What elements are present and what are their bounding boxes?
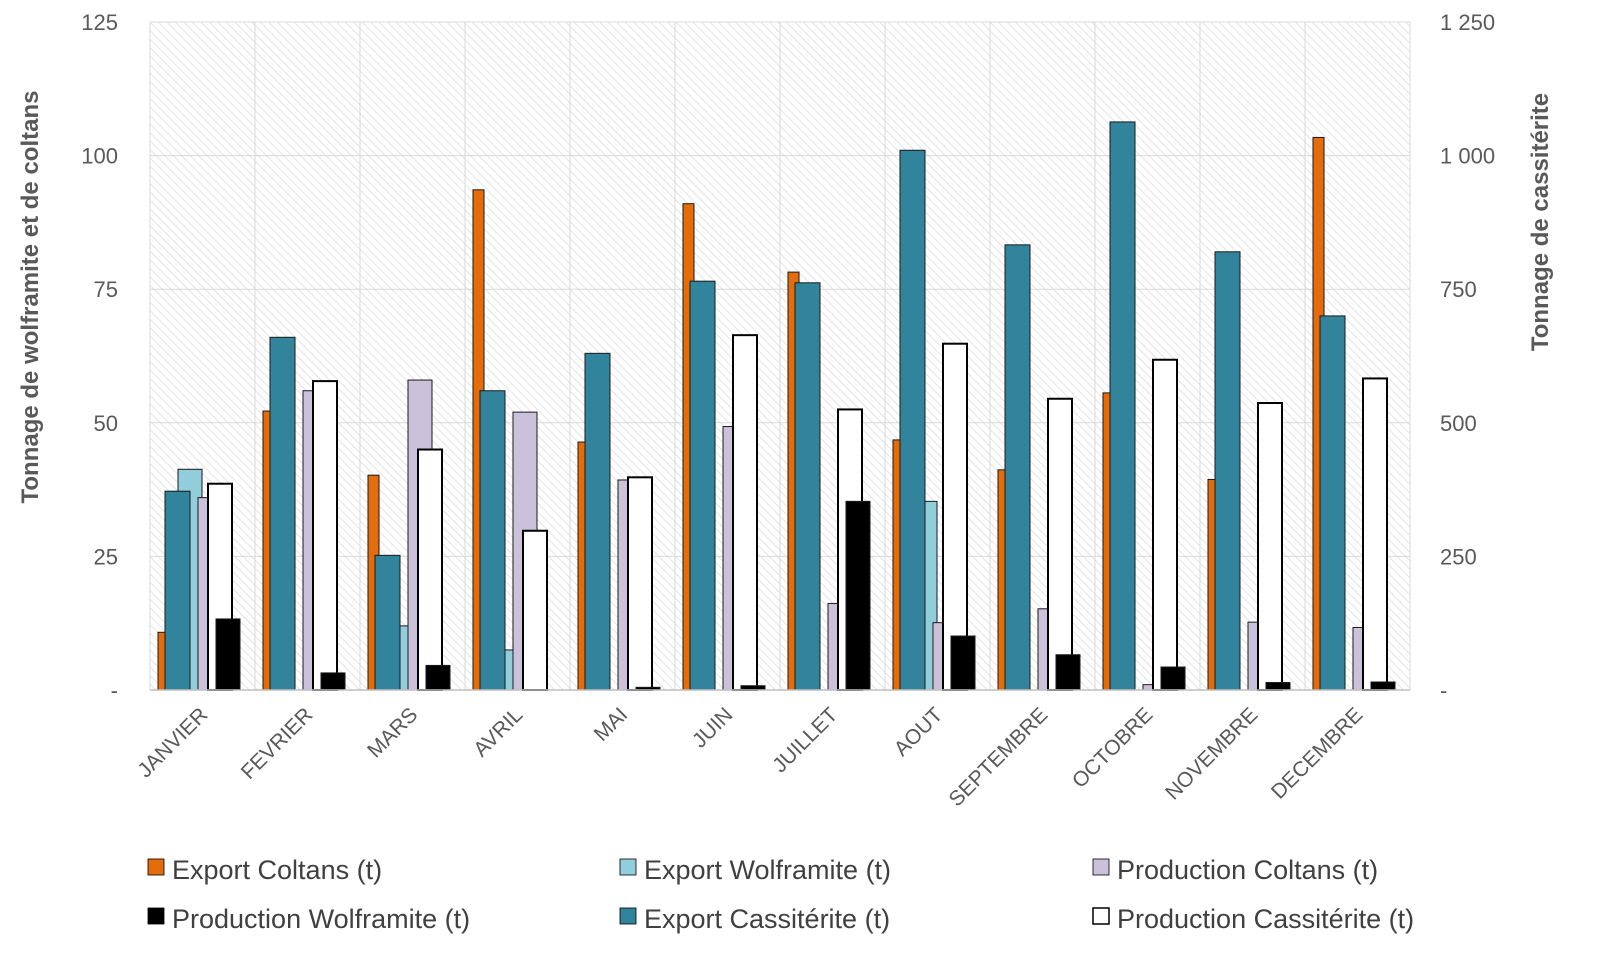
category-label: DECEMBRE [1267, 703, 1367, 803]
legend-swatch [147, 858, 165, 876]
category-label: OCTOBRE [1068, 703, 1157, 792]
legend-swatch [619, 907, 637, 925]
legend-swatch [1092, 907, 1110, 925]
bar-production-cassit-rite-t-decembre [1362, 377, 1388, 691]
bar-production-cassit-rite-t-septembre [1047, 397, 1073, 691]
y2-tick-label: 1 000 [1440, 144, 1495, 169]
bar-export-cassit-rite-t-mai [584, 352, 611, 691]
bar-production-wolframite-t-mars [425, 664, 451, 691]
category-label: FEVRIER [237, 703, 318, 784]
category-label: MAI [590, 703, 633, 746]
legend-label: Export Coltans (t) [172, 855, 382, 885]
category-label: SEPTEMBRE [944, 703, 1052, 811]
y2-tick-label: - [1440, 678, 1447, 703]
bar-production-cassit-rite-t-novembre [1257, 402, 1283, 691]
bar-production-cassit-rite-t-avril [522, 529, 548, 691]
bar-production-cassit-rite-t-mars [417, 448, 443, 691]
bar-export-cassit-rite-t-decembre [1319, 315, 1346, 691]
category-label: JUIN [688, 703, 737, 752]
bar-production-wolframite-t-aout [950, 635, 976, 691]
bar-export-cassit-rite-t-juillet [794, 282, 821, 691]
bar-production-wolframite-t-septembre [1055, 654, 1081, 691]
y-tick-label: 100 [81, 144, 118, 169]
category-label: AVRIL [469, 703, 527, 761]
y2-tick-label: 1 250 [1440, 10, 1495, 35]
bar-production-cassit-rite-t-mai [627, 476, 653, 691]
bar-production-cassit-rite-t-juin [732, 334, 758, 691]
legend-label: Production Cassitérite (t) [1117, 904, 1414, 934]
bar-production-cassit-rite-t-octobre [1152, 358, 1178, 691]
bar-export-cassit-rite-t-fevrier [269, 336, 296, 691]
bar-export-cassit-rite-t-septembre [1004, 244, 1031, 691]
bar-production-wolframite-t-fevrier [320, 672, 346, 691]
y2-axis-title: Tonnage de cassitérite [1527, 93, 1554, 351]
bar-production-wolframite-t-juillet [845, 500, 871, 691]
category-label: JANVIER [133, 703, 212, 782]
y-tick-label: - [111, 678, 118, 703]
bar-production-wolframite-t-octobre [1160, 666, 1186, 691]
legend-label: Export Cassitérite (t) [644, 904, 890, 934]
bar-export-cassit-rite-t-janvier [164, 490, 191, 691]
y-tick-label: 125 [81, 10, 118, 35]
bar-production-wolframite-t-decembre [1370, 681, 1396, 691]
y2-tick-label: 250 [1440, 544, 1477, 569]
bar-export-cassit-rite-t-juin [689, 280, 716, 691]
bar-export-cassit-rite-t-octobre [1109, 121, 1136, 691]
bar-export-cassit-rite-t-aout [899, 149, 926, 691]
gridlines [149, 21, 1411, 691]
bar-production-wolframite-t-novembre [1265, 682, 1291, 691]
legend-label: Production Wolframite (t) [172, 904, 470, 934]
legend-swatch [1092, 858, 1110, 876]
y-tick-label: 75 [94, 277, 118, 302]
y-axis-title: Tonnage de wolframite et de coltans [17, 91, 44, 504]
bar-production-wolframite-t-janvier [215, 618, 241, 691]
bar-export-cassit-rite-t-avril [479, 390, 506, 691]
legend-label: Export Wolframite (t) [644, 855, 891, 885]
category-label: JUILLET [768, 703, 842, 777]
category-label: NOVEMBRE [1161, 703, 1262, 804]
category-label: AOUT [890, 703, 948, 761]
y-tick-label: 50 [94, 411, 118, 436]
y2-tick-label: 500 [1440, 411, 1477, 436]
legend-swatch [619, 858, 637, 876]
bar-export-cassit-rite-t-mars [374, 554, 401, 691]
legend-label: Production Coltans (t) [1117, 855, 1378, 885]
bar-export-cassit-rite-t-novembre [1214, 251, 1241, 691]
bar-production-cassit-rite-t-fevrier [312, 380, 338, 691]
legend: Export Coltans (t) Export Wolframite (t) P… [147, 855, 1414, 934]
legend-swatch [147, 907, 165, 925]
y2-tick-label: 750 [1440, 277, 1477, 302]
y-tick-label: 25 [94, 544, 118, 569]
category-label: MARS [363, 703, 422, 762]
